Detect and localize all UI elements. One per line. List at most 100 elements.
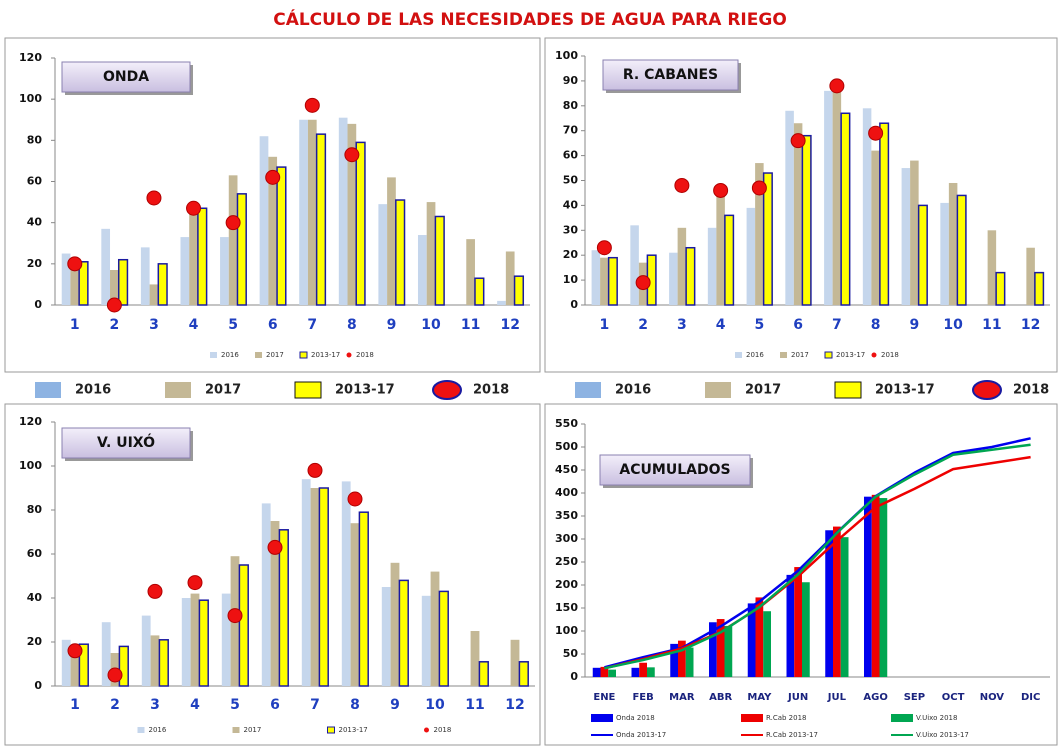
bar [724,625,733,677]
x-tick-label: 5 [228,317,238,333]
y-tick-label: 20 [27,257,43,270]
title-box [599,454,751,486]
y-tick-label: 450 [555,463,578,476]
bar [310,488,320,686]
bar [513,275,525,306]
x-tick-label: 6 [268,317,278,333]
legend-label: 2016 [149,726,167,734]
legend-label: 2016 [615,383,651,398]
bar [390,562,400,686]
title-box [602,59,739,91]
legend-swatch [735,352,742,358]
y-tick-label: 550 [555,417,578,430]
x-tick-label: 10 [421,317,441,333]
dot [307,462,323,478]
y-tick-label: 250 [555,555,578,568]
bar [301,479,311,686]
bar [318,487,329,687]
dot [146,190,162,206]
y-tick-label: 0 [34,298,42,311]
x-tick-label: 5 [230,697,240,713]
legend-label: R.Cab 2013-17 [766,731,818,739]
legend-label: 2018 [473,383,509,398]
x-tick-label: AGO [863,692,887,703]
y-tick-label: 40 [27,216,43,229]
x-tick-label: 2 [638,317,648,333]
x-tick-label: 9 [910,317,920,333]
legend-label: 2017 [791,351,809,359]
dot [347,491,363,507]
y-tick-label: 80 [563,99,579,112]
x-tick-label: 7 [307,317,317,333]
dot [227,608,243,624]
bar [825,530,833,677]
legend-swatch [432,380,462,400]
bar [387,177,396,305]
bar [101,622,111,686]
bar [709,622,717,677]
y-tick-label: 300 [555,532,578,545]
bar [268,156,278,305]
bar [592,667,601,677]
x-tick-label: 5 [755,317,765,333]
legend-swatch [424,727,429,733]
y-tick-label: 80 [27,503,43,516]
bar [381,587,391,686]
dot [635,275,651,291]
y-tick-label: 30 [563,223,579,236]
x-tick-label: 3 [677,317,687,333]
y-tick-label: 50 [563,647,579,660]
bar [347,123,357,305]
x-tick-label: NOV [980,692,1005,703]
bar [70,259,80,305]
bar [793,123,803,305]
y-tick-label: 20 [563,248,579,261]
y-tick-label: 70 [563,124,579,137]
bar [470,631,480,686]
legend-label: Onda 2013-17 [616,731,666,739]
bar [871,150,880,305]
x-tick-label: 8 [350,697,360,713]
title-box [61,61,191,93]
page-title: CÁLCULO DE LAS NECESIDADES DE AGUA PARA … [273,8,787,30]
bar [600,666,609,677]
legend-label: 2017 [205,383,241,398]
bar [591,250,601,305]
bar [669,252,678,305]
y-tick-label: 200 [555,578,578,591]
bar [101,228,111,305]
line [604,455,1031,670]
bar [270,521,280,686]
y-tick-label: 50 [563,174,579,187]
dot [186,200,202,216]
dot [67,643,83,659]
bar [190,593,200,686]
legend-swatch [255,352,262,358]
dot [265,169,281,185]
bar [746,207,756,305]
y-tick-label: 120 [19,51,42,64]
legend-label: 2017 [244,726,262,734]
bar [261,503,271,686]
y-tick-label: 0 [570,670,578,683]
y-tick-label: 100 [555,624,578,637]
x-tick-label: 7 [310,697,320,713]
bar [801,134,812,306]
bar [600,257,609,305]
bar [299,119,308,305]
dot [790,133,806,149]
dot [713,182,729,198]
legend-swatch [299,351,308,359]
x-tick-label: 1 [70,697,80,713]
bar [61,639,71,686]
title-box [61,427,191,459]
bar [862,108,872,305]
bar [755,163,764,305]
bar [238,564,249,687]
dot [187,575,203,591]
y-tick-label: 20 [27,635,43,648]
bar [117,258,129,306]
chart-title: ONDA [103,69,149,85]
bar [763,611,771,677]
bar [198,599,209,687]
